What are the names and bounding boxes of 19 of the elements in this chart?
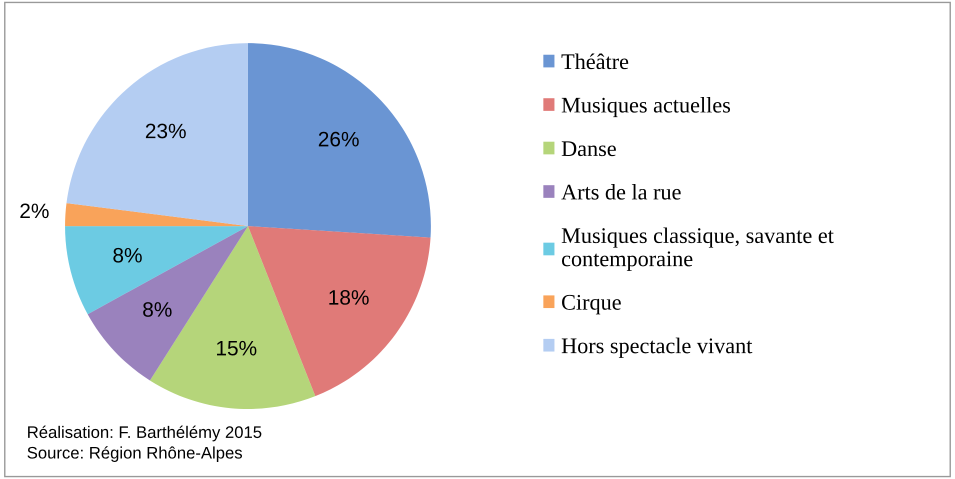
data-label: 8% — [113, 248, 142, 263]
legend-label: Musiques actuelles — [562, 97, 730, 118]
data-label: 15% — [217, 340, 256, 356]
legend-label: Arts de la rue — [561, 184, 681, 200]
data-label: 26% — [318, 132, 359, 147]
source-note: Source: Région Rhône-Alpes — [28, 446, 242, 462]
pie-slice — [66, 43, 248, 226]
legend-label: Cirque — [562, 294, 621, 314]
legend-label: Hors spectacle vivant — [562, 338, 752, 358]
data-label: 8% — [143, 302, 172, 317]
pie-slice — [248, 43, 431, 238]
text: Réalisation: F. Barthélémy 2015 — [28, 426, 262, 442]
legend-label: Musiques classique, savante et contemporaine — [562, 227, 834, 271]
data-label: 2% — [20, 203, 49, 218]
legend-label: Danse — [562, 141, 616, 156]
data-label: 18% — [329, 290, 369, 305]
legend-label: Théâtre — [562, 53, 628, 70]
data-label: 23% — [146, 124, 186, 138]
pie-slice — [65, 203, 248, 226]
